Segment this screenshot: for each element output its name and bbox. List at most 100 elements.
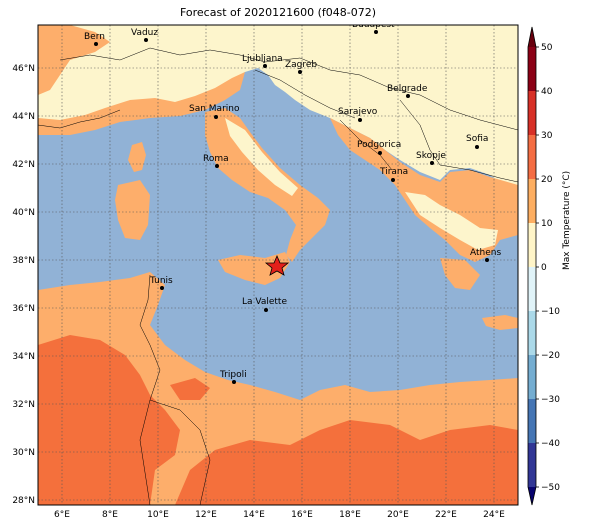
country-borders <box>38 47 518 505</box>
cbar-tick: 50 <box>541 43 553 53</box>
lat-label: 36°N <box>12 304 35 314</box>
city-label-podgorica: Podgorica <box>357 140 401 150</box>
city-dot-vaduz <box>144 38 148 42</box>
colorbar-extend-min <box>528 487 536 505</box>
land-peloponnese <box>440 258 480 290</box>
colorbar-band <box>528 135 536 179</box>
lon-label: 6°E <box>54 510 70 520</box>
city-label-tripoli: Tripoli <box>219 370 247 380</box>
land-crete <box>482 315 518 330</box>
lat-label: 40°N <box>12 208 35 218</box>
graticule <box>38 25 518 505</box>
city-dot-skopje <box>430 161 434 165</box>
land-corsica <box>128 142 146 172</box>
city-label-ljubljana: Ljubljana <box>242 54 283 64</box>
city-dot-tunis <box>160 286 164 290</box>
lon-label: 12°E <box>195 510 217 520</box>
city-labels: Bern Vaduz Budapest Ljubljana Zagreb Bel… <box>84 20 501 380</box>
cbar-tick: 0 <box>541 263 547 273</box>
land-africa-hot <box>38 335 180 505</box>
land-italy <box>205 108 330 262</box>
city-label-sarajevo: Sarajevo <box>338 107 378 117</box>
city-dot-podgorica <box>378 151 382 155</box>
city-dot-sarajevo <box>358 118 362 122</box>
city-dot-san-marino <box>214 115 218 119</box>
lon-label: 16°E <box>291 510 313 520</box>
city-dot-belgrade <box>406 94 410 98</box>
lon-axis: 6°E 8°E 10°E 12°E 14°E 16°E 18°E 20°E 22… <box>54 510 505 520</box>
lat-label: 34°N <box>12 352 35 362</box>
cbar-tick: −40 <box>541 439 560 449</box>
city-dot-budapest <box>374 30 378 34</box>
colorbar-band <box>528 443 536 487</box>
city-dot-bern <box>94 42 98 46</box>
lat-label: 28°N <box>12 496 35 506</box>
land-africa-hot-east <box>175 420 518 505</box>
city-dot-la-valette <box>264 308 268 312</box>
land-warm-alps <box>38 25 110 95</box>
cbar-tick: −50 <box>541 483 560 493</box>
city-dot-zagreb <box>298 70 302 74</box>
city-label-skopje: Skopje <box>416 151 446 161</box>
city-label-sofia: Sofia <box>466 134 488 144</box>
city-markers <box>94 30 489 384</box>
lat-label: 30°N <box>12 448 35 458</box>
colorbar-band <box>528 223 536 267</box>
colorbar-band <box>528 311 536 355</box>
map-title: Forecast of 2020121600 (f048-072) <box>179 6 377 19</box>
lon-label: 20°E <box>387 510 409 520</box>
lon-label: 10°E <box>147 510 169 520</box>
lat-axis: 46°N 44°N 42°N 40°N 38°N 36°N 34°N 32°N … <box>12 64 35 506</box>
land-sardinia <box>115 180 150 240</box>
city-label-belgrade: Belgrade <box>387 84 428 94</box>
city-label-tunis: Tunis <box>149 276 173 286</box>
city-label-zagreb: Zagreb <box>285 60 317 70</box>
land-balkans-mild <box>405 192 498 250</box>
star-marker <box>264 254 290 276</box>
colorbar-band <box>528 47 536 91</box>
city-label-budapest: Budapest <box>352 20 395 30</box>
colorbar-band <box>528 179 536 223</box>
map-frame <box>37 24 519 506</box>
lon-label: 24°E <box>483 510 505 520</box>
land-warm-north-coast <box>38 72 245 135</box>
colorbar <box>527 26 539 506</box>
colorbar-band <box>528 267 536 311</box>
lat-label: 32°N <box>12 400 35 410</box>
colorbar-band <box>528 91 536 135</box>
cbar-tick: 40 <box>541 87 553 97</box>
city-label-athens: Athens <box>470 248 501 258</box>
lon-label: 8°E <box>102 510 118 520</box>
city-label-la-valette: La Valette <box>242 297 287 307</box>
cbar-tick: −10 <box>541 307 560 317</box>
city-dot-athens <box>485 258 489 262</box>
lat-label: 38°N <box>12 256 35 266</box>
land-italy-mild <box>225 118 298 196</box>
city-label-roma: Roma <box>203 154 229 164</box>
map-layers: Bern Vaduz Budapest Ljubljana Zagreb Bel… <box>38 20 518 505</box>
lon-label: 14°E <box>243 510 265 520</box>
colorbar-extend-max <box>528 27 536 47</box>
lon-label: 22°E <box>435 510 457 520</box>
colorbar-ticks: 50 40 30 20 10 0 −10 −20 −30 −40 −50 <box>541 43 560 493</box>
lat-label: 44°N <box>12 112 35 122</box>
city-dot-tripoli <box>232 380 236 384</box>
colorbar-label: Max Temperature (°C) <box>562 170 572 270</box>
city-label-san-marino: San Marino <box>189 104 240 114</box>
cbar-tick: −20 <box>541 351 560 361</box>
lat-label: 46°N <box>12 64 35 74</box>
city-dot-sofia <box>475 145 479 149</box>
land-sicily <box>218 252 290 285</box>
cbar-tick: 20 <box>541 175 553 185</box>
lon-label: 18°E <box>339 510 361 520</box>
cbar-tick: 10 <box>541 219 553 229</box>
city-dot-tirana <box>391 178 395 182</box>
city-label-tirana: Tirana <box>379 167 408 177</box>
colorbar-band <box>528 399 536 443</box>
cbar-tick: −30 <box>541 395 560 405</box>
city-label-bern: Bern <box>84 32 105 42</box>
colorbar-band <box>528 355 536 399</box>
city-dot-ljubljana <box>263 64 267 68</box>
city-label-vaduz: Vaduz <box>131 28 158 38</box>
land-africa-hot-center <box>170 378 210 400</box>
